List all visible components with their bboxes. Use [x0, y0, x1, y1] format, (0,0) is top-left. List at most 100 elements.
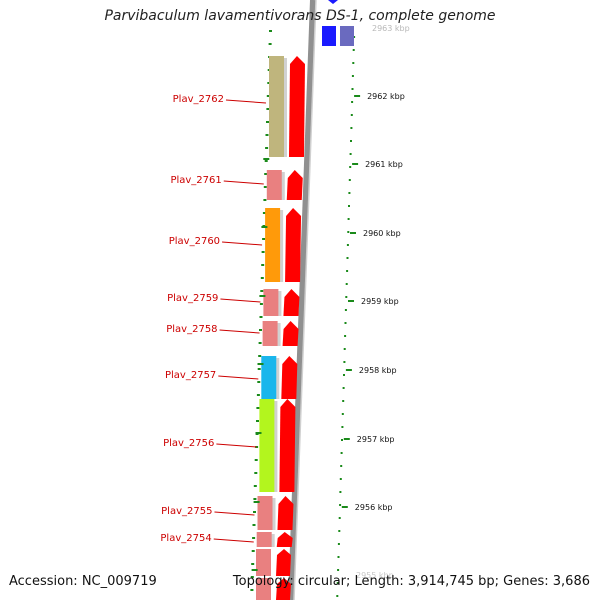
kbp-tick	[343, 438, 350, 440]
ruler-dot	[341, 413, 344, 415]
kbp-label: 2956 kbp	[355, 503, 393, 512]
strand-arrow	[286, 170, 303, 200]
gene-feature-shade	[277, 323, 281, 346]
strand-arrow	[281, 356, 298, 399]
kbp-tick	[348, 300, 354, 302]
kbp-tick-left	[263, 158, 270, 160]
genome-backbone-highlight	[293, 0, 317, 600]
ruler-dot	[254, 459, 258, 461]
ruler-dot	[342, 387, 345, 389]
kbp-tick	[350, 232, 356, 234]
kbp-tick	[341, 506, 348, 508]
ruler-dot	[342, 400, 345, 402]
ruler-dot	[338, 530, 341, 532]
topology-label: Topology: circular; Length: 3,914,745 bp…	[232, 574, 590, 589]
kbp-tick-left	[257, 363, 264, 365]
ruler-dot	[339, 478, 342, 480]
gene-label: Plav_2761	[170, 175, 221, 186]
ruler-dot	[262, 212, 266, 214]
ruler-dot	[266, 95, 270, 97]
ruler-dot	[251, 563, 255, 565]
ruler-dot	[268, 43, 272, 45]
ruler-dot	[261, 264, 265, 266]
gene-label: Plav_2754	[160, 533, 211, 544]
ruler-dot	[343, 348, 346, 350]
ruler-dot	[346, 257, 349, 259]
ruler-dot	[253, 498, 257, 500]
gene-feature-shade	[280, 210, 284, 282]
gene-label-line	[214, 511, 255, 516]
genome-backbone	[288, 0, 316, 600]
kbp-label: 2960 kbp	[363, 229, 401, 238]
ruler-dot	[341, 426, 344, 428]
ruler-dot	[337, 556, 340, 558]
kbp-tick	[345, 369, 352, 371]
ruler-dot	[337, 543, 340, 545]
gene-label: Plav_2759	[167, 293, 218, 304]
ruler-dot	[349, 153, 352, 155]
ruler-dot	[252, 537, 256, 539]
ruler-dot	[344, 322, 347, 324]
ruler-dot	[257, 368, 261, 370]
strand-arrow	[283, 289, 300, 316]
gene-label: Plav_2762	[173, 94, 224, 105]
ruler-dot	[264, 173, 268, 175]
ruler-dot	[252, 524, 256, 526]
gene-label-line	[216, 443, 257, 448]
ruler-dot	[343, 361, 346, 363]
ruler-dot	[261, 251, 265, 253]
ruler-dot	[352, 62, 355, 64]
reverse-gene-feature	[322, 26, 336, 46]
ruler-dot	[336, 595, 339, 597]
ruler-dot	[348, 179, 351, 181]
kbp-label: 2962 kbp	[367, 92, 405, 101]
ruler-dot	[351, 101, 354, 103]
ruler-dot	[336, 582, 339, 584]
strand-arrow	[288, 56, 305, 157]
ruler-dot	[250, 589, 254, 591]
kbp-tick	[352, 163, 359, 165]
gene-feature-block	[266, 170, 282, 200]
tick-track: 2962 kbp 2961 kbp 2960 kbp 2959 kbp 2958 kbp…	[251, 92, 405, 571]
ruler-dot	[256, 407, 260, 409]
ruler-dot	[340, 465, 343, 467]
gene-label: Plav_2755	[161, 506, 212, 517]
ruler-dot	[350, 127, 353, 129]
ruler-dot	[348, 205, 350, 207]
gene-feature-block	[257, 496, 273, 530]
gene-label: Plav_2756	[163, 438, 214, 449]
gene-label-line	[223, 180, 264, 185]
ruler-dot	[344, 309, 347, 311]
ruler-dot	[352, 49, 355, 51]
ruler-dot	[351, 88, 354, 90]
gene-feature-shade	[278, 291, 282, 316]
ruler-dot	[350, 114, 353, 116]
ruler-dot	[266, 121, 269, 123]
ruler-dot	[253, 511, 256, 513]
gene-label: Plav_2760	[169, 236, 220, 247]
gene-feature-shade	[271, 534, 275, 547]
strand-arrow	[277, 496, 294, 530]
reverse-gene-feature	[340, 26, 354, 46]
ruler-dot	[351, 75, 354, 77]
gene-label-line	[213, 538, 254, 543]
ruler-dot	[255, 446, 259, 448]
map-title: Parvibaculum lavamentivorans DS-1, compl…	[104, 8, 496, 24]
ruler-dot	[263, 186, 267, 188]
ruler-dot	[337, 569, 340, 571]
ruler-dot	[267, 82, 271, 84]
kbp-tick	[354, 95, 361, 97]
gene-label-line	[220, 298, 261, 303]
gene-label-line	[219, 329, 260, 334]
strand-arrow	[285, 208, 302, 282]
ruler-dot	[265, 147, 269, 149]
ruler-dot	[339, 504, 342, 506]
gene-feature-shade	[281, 172, 285, 200]
top-tick-label: 2963 kbp	[372, 24, 410, 33]
gene-feature-block	[256, 549, 271, 576]
gene-feature-block	[256, 532, 272, 547]
strand-arrow	[282, 321, 299, 346]
bottom-tick-label: 2955 kbp	[356, 571, 394, 580]
ruler-dot	[266, 108, 270, 110]
ruler-dot	[256, 394, 260, 396]
